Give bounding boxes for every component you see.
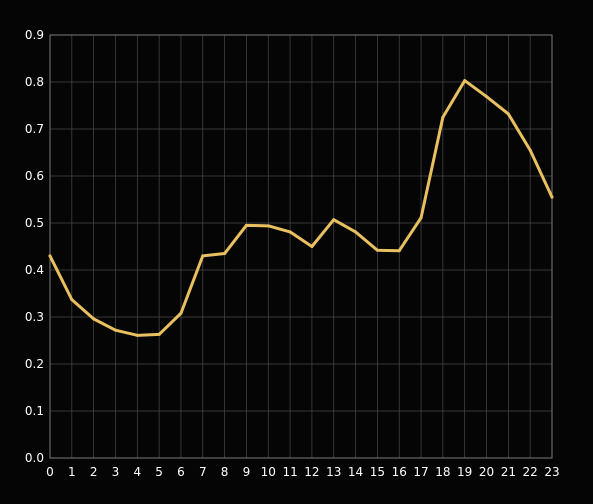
plot-frame bbox=[49, 34, 553, 459]
data-point bbox=[332, 218, 336, 222]
series-layer bbox=[48, 79, 554, 337]
y-tick-label: 0.5 bbox=[25, 216, 44, 230]
series-line bbox=[48, 79, 554, 337]
data-point bbox=[441, 115, 445, 119]
x-tick-label: 3 bbox=[112, 465, 120, 479]
data-point bbox=[528, 148, 532, 152]
x-axis-ticks: 0 1 2 3 4 5 6 7 8 9 10 11 12 13 14 15 16 17 18 19 20 21 22 23 bbox=[46, 465, 559, 479]
x-tick-label: 5 bbox=[155, 465, 163, 479]
data-point bbox=[70, 298, 74, 302]
y-tick-label: 0.0 bbox=[25, 451, 44, 465]
x-tick-label: 19 bbox=[457, 465, 472, 479]
x-tick-label: 18 bbox=[435, 465, 450, 479]
x-tick-label: 23 bbox=[544, 465, 559, 479]
x-tick-label: 22 bbox=[523, 465, 538, 479]
data-point bbox=[375, 248, 379, 252]
data-point bbox=[244, 223, 248, 227]
x-tick-label: 4 bbox=[133, 465, 141, 479]
data-point bbox=[485, 95, 489, 99]
y-tick-label: 0.6 bbox=[25, 169, 44, 183]
y-tick-label: 0.8 bbox=[25, 75, 44, 89]
data-point bbox=[92, 317, 96, 321]
x-tick-label: 7 bbox=[199, 465, 207, 479]
data-point bbox=[354, 230, 358, 234]
y-tick-label: 0.9 bbox=[25, 28, 44, 42]
data-point bbox=[135, 333, 139, 337]
x-tick-label: 21 bbox=[501, 465, 516, 479]
x-tick-label: 0 bbox=[46, 465, 54, 479]
x-tick-label: 8 bbox=[221, 465, 229, 479]
data-point bbox=[201, 254, 205, 258]
x-tick-label: 17 bbox=[413, 465, 428, 479]
x-tick-label: 16 bbox=[392, 465, 407, 479]
data-point bbox=[397, 249, 401, 253]
y-tick-label: 0.4 bbox=[25, 263, 44, 277]
y-axis-ticks: 0.0 0.1 0.2 0.3 0.4 0.5 0.6 0.7 0.8 0.9 bbox=[25, 28, 44, 465]
x-tick-label: 2 bbox=[90, 465, 98, 479]
data-point bbox=[179, 311, 183, 315]
x-tick-label: 15 bbox=[370, 465, 385, 479]
data-point bbox=[223, 252, 227, 256]
data-point bbox=[506, 112, 510, 116]
x-tick-label: 9 bbox=[243, 465, 251, 479]
y-tick-label: 0.7 bbox=[25, 122, 44, 136]
x-tick-label: 13 bbox=[326, 465, 341, 479]
data-point bbox=[550, 195, 554, 199]
data-point bbox=[419, 216, 423, 220]
data-point bbox=[288, 230, 292, 234]
x-tick-label: 10 bbox=[261, 465, 276, 479]
data-point bbox=[463, 79, 467, 83]
data-point bbox=[113, 328, 117, 332]
data-point bbox=[266, 224, 270, 228]
x-tick-label: 14 bbox=[348, 465, 363, 479]
y-tick-label: 0.2 bbox=[25, 357, 44, 371]
y-tick-label: 0.1 bbox=[25, 404, 44, 418]
grid bbox=[49, 34, 553, 459]
data-point bbox=[48, 254, 52, 258]
x-tick-label: 6 bbox=[177, 465, 185, 479]
x-tick-label: 20 bbox=[479, 465, 494, 479]
y-tick-label: 0.3 bbox=[25, 310, 44, 324]
x-tick-label: 11 bbox=[282, 465, 297, 479]
x-tick-label: 1 bbox=[68, 465, 76, 479]
data-point bbox=[157, 332, 161, 336]
x-tick-label: 12 bbox=[304, 465, 319, 479]
data-point bbox=[310, 245, 314, 248]
